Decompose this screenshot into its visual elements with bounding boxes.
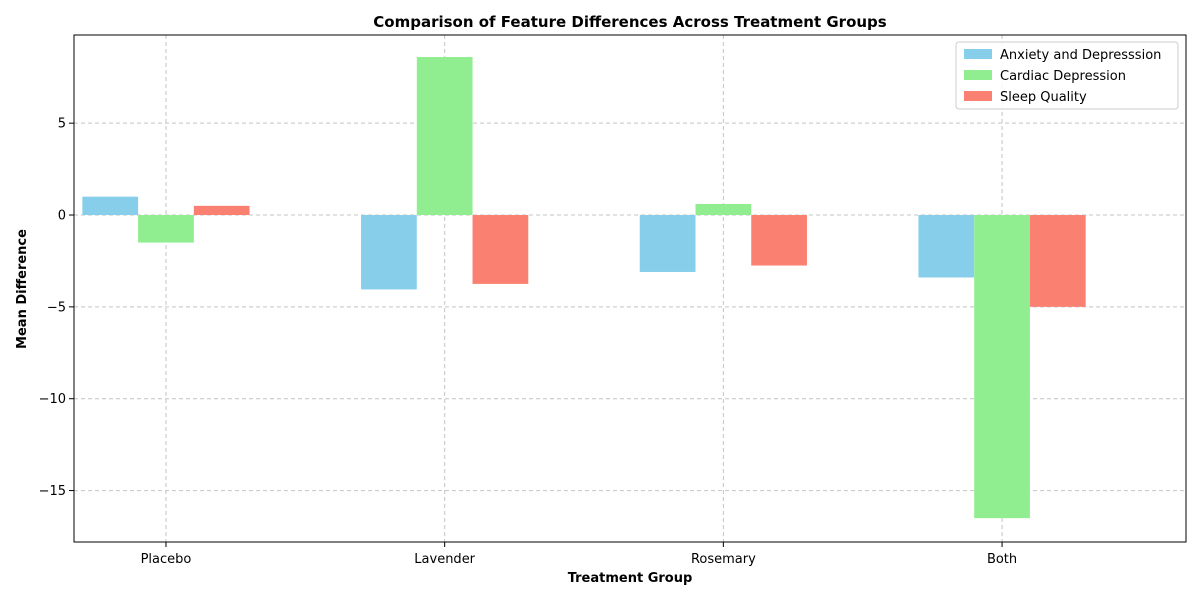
x-tick-label: Both bbox=[987, 552, 1017, 567]
y-tick-label: −15 bbox=[39, 484, 66, 499]
bar bbox=[639, 215, 696, 272]
bar bbox=[974, 215, 1030, 519]
y-tick-label: −5 bbox=[47, 300, 66, 315]
plot-frame bbox=[73, 34, 1187, 543]
legend-swatch bbox=[964, 49, 992, 59]
legend: Anxiety and Depresssion Cardiac Depressio… bbox=[955, 41, 1179, 110]
y-tick-label: 5 bbox=[58, 117, 66, 132]
bar bbox=[1029, 215, 1086, 307]
x-axis-label: Treatment Group bbox=[568, 571, 693, 586]
bar bbox=[472, 215, 529, 284]
legend-label: Anxiety and Depresssion bbox=[1000, 48, 1161, 63]
bar bbox=[82, 196, 139, 216]
x-tick-label: Rosemary bbox=[691, 552, 756, 567]
grid-lines bbox=[74, 35, 1186, 542]
bar bbox=[695, 204, 752, 216]
legend-swatch bbox=[964, 91, 992, 101]
bar bbox=[138, 215, 194, 243]
bar bbox=[193, 205, 250, 216]
bar bbox=[751, 215, 807, 266]
x-axis-ticks: Placebo Lavender Rosemary Both bbox=[141, 542, 1017, 567]
legend-label: Sleep Quality bbox=[1000, 90, 1087, 105]
chart-title: Comparison of Feature Differences Across… bbox=[373, 13, 887, 31]
bar bbox=[361, 215, 417, 290]
y-axis-label: Mean Difference bbox=[15, 229, 30, 349]
y-tick-label: 0 bbox=[58, 209, 66, 224]
y-axis-ticks: 5 0 −5 −10 −15 bbox=[39, 117, 74, 499]
y-tick-label: −10 bbox=[39, 392, 66, 407]
x-tick-label: Placebo bbox=[141, 552, 192, 567]
legend-box bbox=[955, 41, 1179, 110]
x-tick-label: Lavender bbox=[414, 552, 475, 567]
bar bbox=[918, 215, 975, 278]
legend-swatch bbox=[964, 70, 992, 80]
bar bbox=[416, 57, 473, 216]
bars bbox=[82, 57, 1086, 519]
legend-label: Cardiac Depression bbox=[1000, 69, 1126, 84]
